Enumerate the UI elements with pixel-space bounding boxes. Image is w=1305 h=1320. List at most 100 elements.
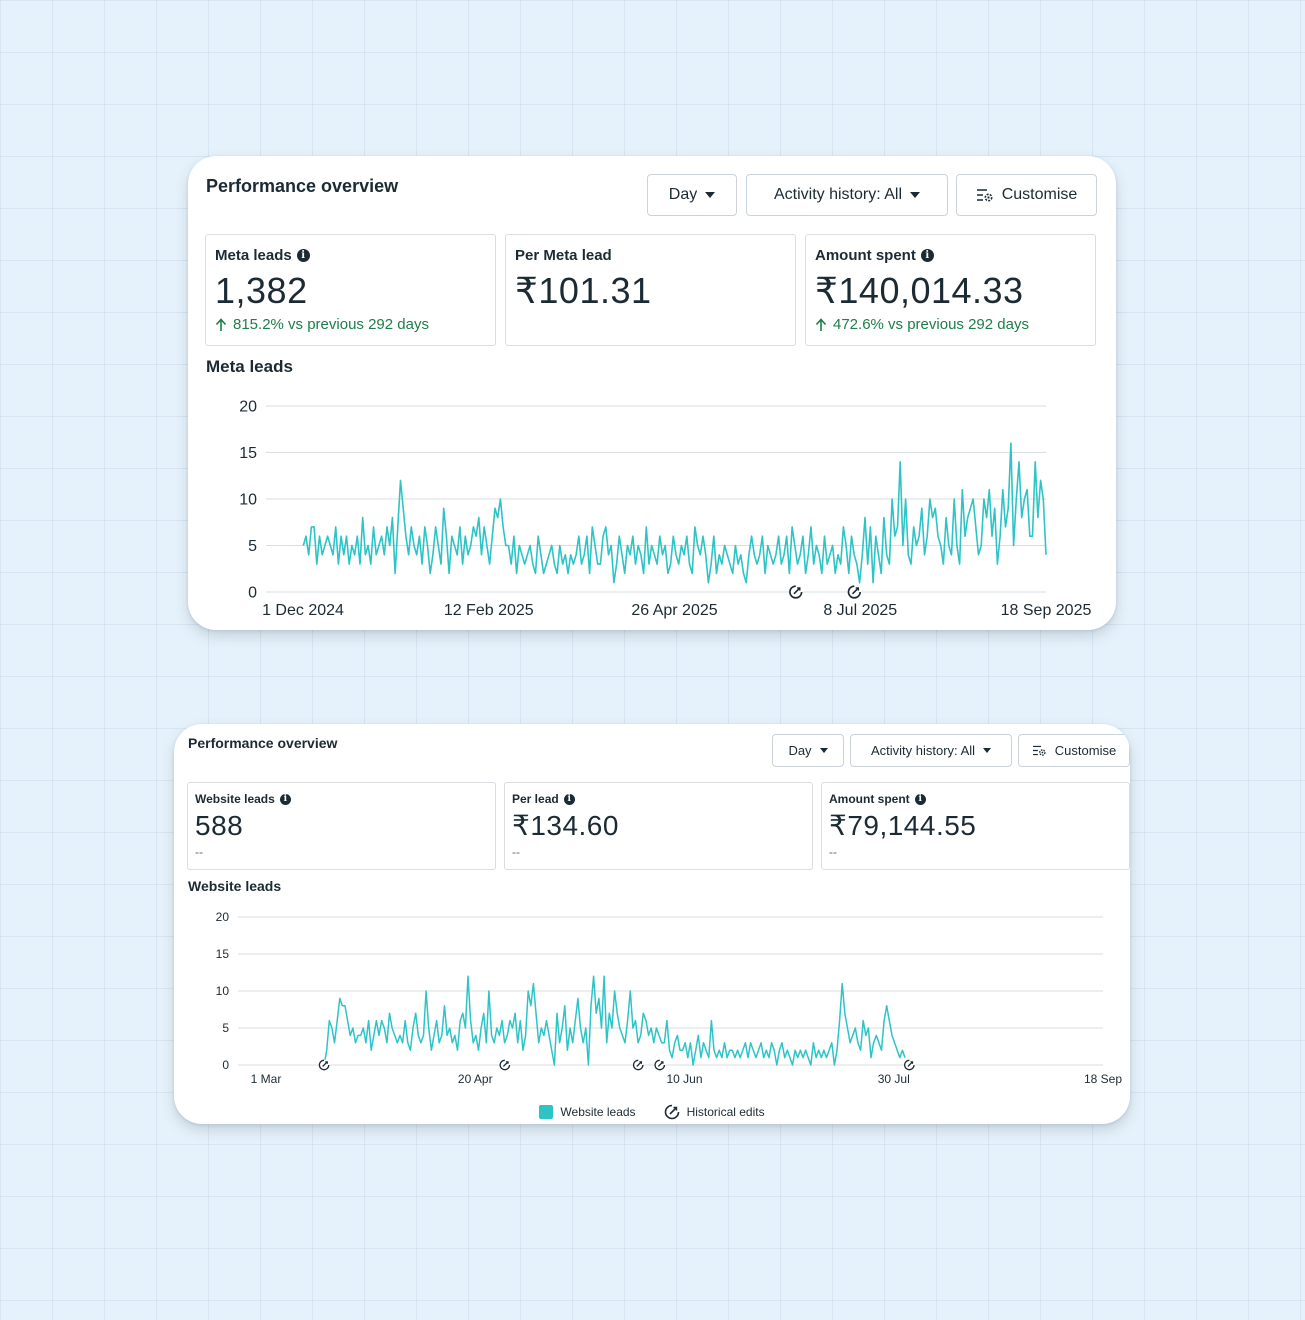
historical-edit-icon[interactable] — [499, 1059, 511, 1071]
historical-edit-icon[interactable] — [847, 585, 862, 599]
page-title: Performance overview — [188, 735, 338, 751]
metric-label: Per Meta lead — [515, 247, 612, 264]
y-tick-label: 10 — [216, 984, 230, 998]
metric-label-row: Amount spent i — [815, 247, 1086, 264]
metric-value: ₹79,144.55 — [829, 810, 977, 841]
performance-overview-panel-2: Performance overview Day Activity histor… — [174, 724, 1130, 1124]
metric-label-row: Per Meta lead — [515, 247, 786, 264]
y-tick-label: 15 — [239, 445, 257, 462]
metric-label-row: Website leads i — [195, 792, 488, 806]
metric-label: Amount spent — [815, 247, 916, 264]
metric-card-amount-spent[interactable]: Amount spent i ₹79,144.55 -- — [821, 782, 1130, 870]
chart-title: Meta leads — [206, 357, 293, 376]
y-tick-label: 5 — [222, 1021, 229, 1035]
caret-down-icon — [705, 192, 716, 198]
day-dropdown-label: Day — [788, 743, 812, 758]
customise-label: Customise — [1001, 186, 1078, 203]
y-tick-label: 20 — [216, 910, 230, 924]
activity-history-dropdown[interactable]: Activity history: All — [746, 174, 948, 216]
metric-card-website-leads[interactable]: Website leads i 588 -- — [187, 782, 496, 870]
metric-value: ₹101.31 — [515, 270, 652, 311]
x-tick-label: 26 Apr 2025 — [631, 602, 717, 619]
metric-change-text: 815.2% vs previous 292 days — [233, 316, 429, 333]
metric-change-text: 472.6% vs previous 292 days — [833, 316, 1029, 333]
x-tick-label: 1 Dec 2024 — [262, 602, 344, 619]
metric-change: 815.2% vs previous 292 days — [215, 316, 486, 333]
day-dropdown-label: Day — [668, 186, 698, 203]
chart-title: Website leads — [188, 878, 282, 894]
y-tick-label: 15 — [216, 947, 230, 961]
metric-change: 472.6% vs previous 292 days — [815, 316, 1086, 333]
activity-history-label: Activity history: All — [870, 743, 976, 758]
info-icon[interactable]: i — [563, 793, 575, 805]
caret-down-icon — [983, 748, 992, 753]
legend-label: Website leads — [560, 1105, 636, 1119]
customise-button[interactable]: Customise — [956, 174, 1097, 216]
metric-value: ₹140,014.33 — [815, 270, 1024, 311]
historical-edit-icon — [664, 1104, 679, 1120]
metric-value: 588 — [195, 810, 244, 841]
x-tick-label: 18 Sep — [1084, 1072, 1122, 1086]
y-tick-label: 10 — [239, 492, 257, 509]
x-tick-label: 20 Apr — [458, 1072, 493, 1086]
arrow-up-icon — [815, 317, 827, 331]
legend-item-historical-edits[interactable]: Historical edits — [664, 1104, 765, 1120]
chart-legend: Website leads Historical edits — [174, 1104, 1130, 1120]
info-icon[interactable]: i — [279, 793, 291, 805]
info-icon[interactable]: i — [296, 249, 310, 262]
metric-change-text: -- — [829, 845, 837, 859]
day-dropdown[interactable]: Day — [772, 734, 844, 767]
customise-button[interactable]: Customise — [1018, 734, 1130, 767]
series-line-leads[interactable] — [302, 442, 1047, 584]
caret-down-icon — [910, 192, 921, 198]
historical-edit-icon[interactable] — [318, 1059, 330, 1071]
x-tick-label: 30 Jul — [878, 1072, 910, 1086]
activity-history-dropdown[interactable]: Activity history: All — [850, 734, 1012, 767]
metric-value: ₹134.60 — [512, 810, 619, 841]
customise-settings-icon — [976, 189, 993, 202]
historical-edit-icon[interactable] — [654, 1059, 666, 1071]
info-icon[interactable]: i — [920, 249, 934, 262]
historical-edit-icon[interactable] — [632, 1059, 644, 1071]
series-line-website-leads[interactable] — [323, 975, 906, 1066]
legend-item-website-leads[interactable]: Website leads — [539, 1104, 636, 1120]
metric-change-text: -- — [512, 845, 520, 859]
y-tick-label: 0 — [222, 1058, 229, 1072]
caret-down-icon — [819, 748, 828, 753]
metric-card-meta-leads[interactable]: Meta leads i 1,382 815.2% vs previous 29… — [205, 234, 496, 346]
x-tick-label: 1 Mar — [251, 1072, 282, 1086]
legend-swatch — [539, 1105, 554, 1119]
performance-overview-panel-1: Performance overview Day Activity histor… — [188, 156, 1116, 630]
metric-label-row: Meta leads i — [215, 247, 486, 264]
y-tick-label: 0 — [248, 585, 257, 602]
historical-edit-icon[interactable] — [903, 1059, 915, 1071]
metric-card-amount-spent[interactable]: Amount spent i ₹140,014.33 472.6% vs pre… — [805, 234, 1096, 346]
metric-card-per-lead[interactable]: Per lead i ₹134.60 -- — [504, 782, 813, 870]
arrow-up-icon — [215, 317, 227, 331]
activity-history-label: Activity history: All — [773, 186, 903, 203]
metric-label-row: Amount spent i — [829, 792, 1122, 806]
metric-label: Per lead — [512, 792, 559, 806]
legend-label: Historical edits — [686, 1105, 765, 1119]
y-tick-label: 5 — [248, 538, 257, 555]
meta-leads-chart[interactable]: 0 5 10 15 20 1 Dec 2024 12 Feb 2025 26 Apr 2025… — [188, 156, 1116, 630]
metric-change-text: -- — [195, 845, 203, 859]
metric-label: Meta leads — [215, 247, 292, 264]
metric-label-row: Per lead i — [512, 792, 805, 806]
metric-card-per-meta-lead[interactable]: Per Meta lead ₹101.31 — [505, 234, 796, 346]
website-leads-chart[interactable]: 0 5 10 15 20 1 Mar 20 Apr 10 Jun 30 Jul 18 Sep — [174, 724, 1130, 1124]
historical-edit-icon[interactable] — [789, 585, 803, 599]
metric-label: Website leads — [195, 792, 275, 806]
y-tick-label: 20 — [239, 399, 257, 416]
x-tick-label: 12 Feb 2025 — [444, 602, 534, 619]
customise-settings-icon — [1032, 745, 1046, 756]
x-tick-label: 18 Sep 2025 — [1001, 602, 1092, 619]
x-tick-label: 8 Jul 2025 — [823, 602, 897, 619]
metric-label: Amount spent — [829, 792, 910, 806]
page-title: Performance overview — [206, 176, 399, 196]
customise-label: Customise — [1054, 743, 1117, 758]
day-dropdown[interactable]: Day — [647, 174, 737, 216]
metric-value: 1,382 — [215, 270, 308, 311]
info-icon[interactable]: i — [914, 793, 926, 805]
x-tick-label: 10 Jun — [666, 1072, 702, 1086]
